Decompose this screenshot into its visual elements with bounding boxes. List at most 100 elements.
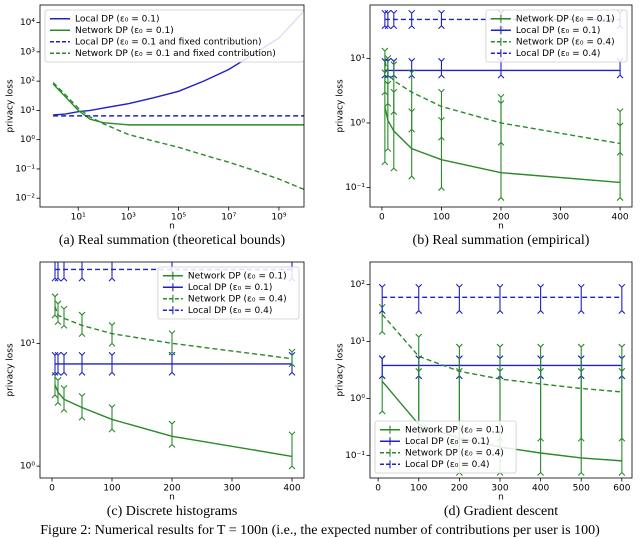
x-tick-label: 300 <box>223 484 240 494</box>
x-tick-label: 0 <box>49 484 55 494</box>
error-bar <box>108 262 116 282</box>
legend-box <box>485 9 628 63</box>
y-tick-label: 10⁰ <box>350 394 365 404</box>
error-bar <box>616 122 624 156</box>
error-bar <box>288 348 296 368</box>
x-tick-label: 300 <box>552 213 569 223</box>
y-tick-label: 10¹ <box>20 106 35 116</box>
legend-label: Network DP (ε₀ = 0.1) <box>75 26 174 36</box>
error-bar <box>577 283 585 314</box>
error-bar <box>168 330 176 356</box>
y-tick-label: 10¹ <box>20 339 35 349</box>
error-bar <box>78 311 86 338</box>
y-tick-label: 10⁰ <box>20 135 35 145</box>
error-bar <box>168 420 176 448</box>
legend-label: Local DP (ε₀ = 0.4) <box>188 306 272 316</box>
x-tick-label: 0 <box>379 213 385 223</box>
error-bar <box>54 376 62 406</box>
x-tick-label: 10⁷ <box>221 213 236 223</box>
axes-frame <box>39 261 305 479</box>
error-bar <box>390 9 398 30</box>
error-bar <box>78 351 86 376</box>
y-axis-label: privacy loss <box>6 79 16 133</box>
x-tick-label: 300 <box>491 484 508 494</box>
legend: Network DP (ε₀ = 0.1) Local DP (ε₀ = 0.1)… <box>485 9 628 63</box>
y-axis-label: privacy loss <box>6 343 16 397</box>
legend-label: Network DP (ε₀ = 0.1 and fixed contribut… <box>75 49 276 59</box>
error-bar <box>438 9 445 30</box>
error-bar <box>108 322 116 347</box>
x-axis-label: n <box>169 222 175 232</box>
caption: (d) Gradient descent <box>444 504 558 519</box>
y-tick-label: 10⁰ <box>20 462 35 472</box>
panel: 0 100 200 300 400 10⁰ 10¹ n privacy loss (c) Disc… <box>6 261 305 519</box>
caption: (a) Real summation (theoretical bounds) <box>59 233 286 248</box>
error-bar <box>438 57 445 79</box>
error-bar <box>408 9 416 30</box>
error-bar <box>288 431 296 470</box>
x-tick-label: 400 <box>283 484 300 494</box>
y-tick-label: 10⁰ <box>350 118 365 128</box>
legend-label: Local DP (ε₀ = 0.1 and fixed contributio… <box>75 37 262 47</box>
x-tick-label: 100 <box>103 484 120 494</box>
error-bar <box>54 262 62 282</box>
error-bar <box>54 351 62 376</box>
x-tick-label: 200 <box>492 213 509 223</box>
x-tick-label: 200 <box>163 484 180 494</box>
x-tick-label: 0 <box>375 484 381 494</box>
legend-box <box>44 9 304 63</box>
error-bar <box>408 69 416 133</box>
x-tick-label: 500 <box>573 484 590 494</box>
error-bar <box>54 300 62 326</box>
error-bar <box>381 9 389 30</box>
legend-label: Network DP (ε₀ = 0.4) <box>516 37 615 47</box>
error-bar <box>496 283 504 314</box>
legend-label: Network DP (ε₀ = 0.4) <box>405 448 504 458</box>
error-bar <box>384 9 392 30</box>
caption: (b) Real summation (empirical) <box>413 233 590 248</box>
y-tick-label: 10⁻¹ <box>345 183 365 193</box>
error-bar <box>78 262 86 282</box>
y-tick-label: 10² <box>20 77 35 87</box>
y-tick-label: 10¹ <box>350 337 365 347</box>
x-tick-label: 10¹ <box>71 213 86 223</box>
legend-label: Local DP (ε₀ = 0.1) <box>188 283 272 293</box>
error-bar <box>497 100 505 146</box>
legend-label: Local DP (ε₀ = 0.4) <box>516 49 600 59</box>
x-tick-label: 100 <box>433 213 450 223</box>
legend-box <box>374 420 517 474</box>
x-axis-label: n <box>169 493 175 503</box>
axes-frame <box>39 4 305 208</box>
legend-label: Local DP (ε₀ = 0.1) <box>75 14 159 24</box>
x-tick-label: 200 <box>451 484 468 494</box>
panel: 0 100 200 300 400 10⁻¹ 10⁰ 10¹ n privacy loss (b) … <box>336 4 633 248</box>
error-bar <box>378 355 386 380</box>
x-tick-label: 10⁵ <box>171 213 186 223</box>
series-line <box>52 83 304 126</box>
error-bar <box>537 283 544 314</box>
error-bar <box>618 283 626 314</box>
legend: Local DP (ε₀ = 0.1) Network DP (ε₀ = 0.1)… <box>44 9 304 63</box>
panel: 10¹ 10³ 10⁵ 10⁷ 10⁹ 10⁻² 10⁻¹ 10⁰ 10¹ 10² 10³ 10⁴ n p… <box>6 4 305 248</box>
x-tick-label: 600 <box>613 484 630 494</box>
figure-caption: Figure 2: Numerical results for T = 100n… <box>40 523 600 538</box>
x-axis-label: n <box>498 222 504 232</box>
error-bar <box>415 283 423 314</box>
legend-box <box>157 266 300 320</box>
error-bar <box>537 343 544 442</box>
y-tick-label: 10⁻¹ <box>15 164 35 174</box>
y-tick-label: 10⁻² <box>15 194 35 204</box>
error-bar <box>381 47 389 96</box>
y-axis-label: privacy loss <box>336 343 346 397</box>
legend-label: Local DP (ε₀ = 0.1) <box>405 437 489 447</box>
legend: Network DP (ε₀ = 0.1) Local DP (ε₀ = 0.1)… <box>157 266 300 320</box>
error-bar <box>577 343 585 442</box>
y-tick-label: 10³ <box>20 47 35 57</box>
error-bar <box>108 351 116 376</box>
error-bar <box>378 283 386 314</box>
axes-frame <box>369 261 633 479</box>
legend: Network DP (ε₀ = 0.1) Local DP (ε₀ = 0.1)… <box>374 420 517 474</box>
error-bar <box>438 88 445 141</box>
error-bar <box>384 54 392 107</box>
